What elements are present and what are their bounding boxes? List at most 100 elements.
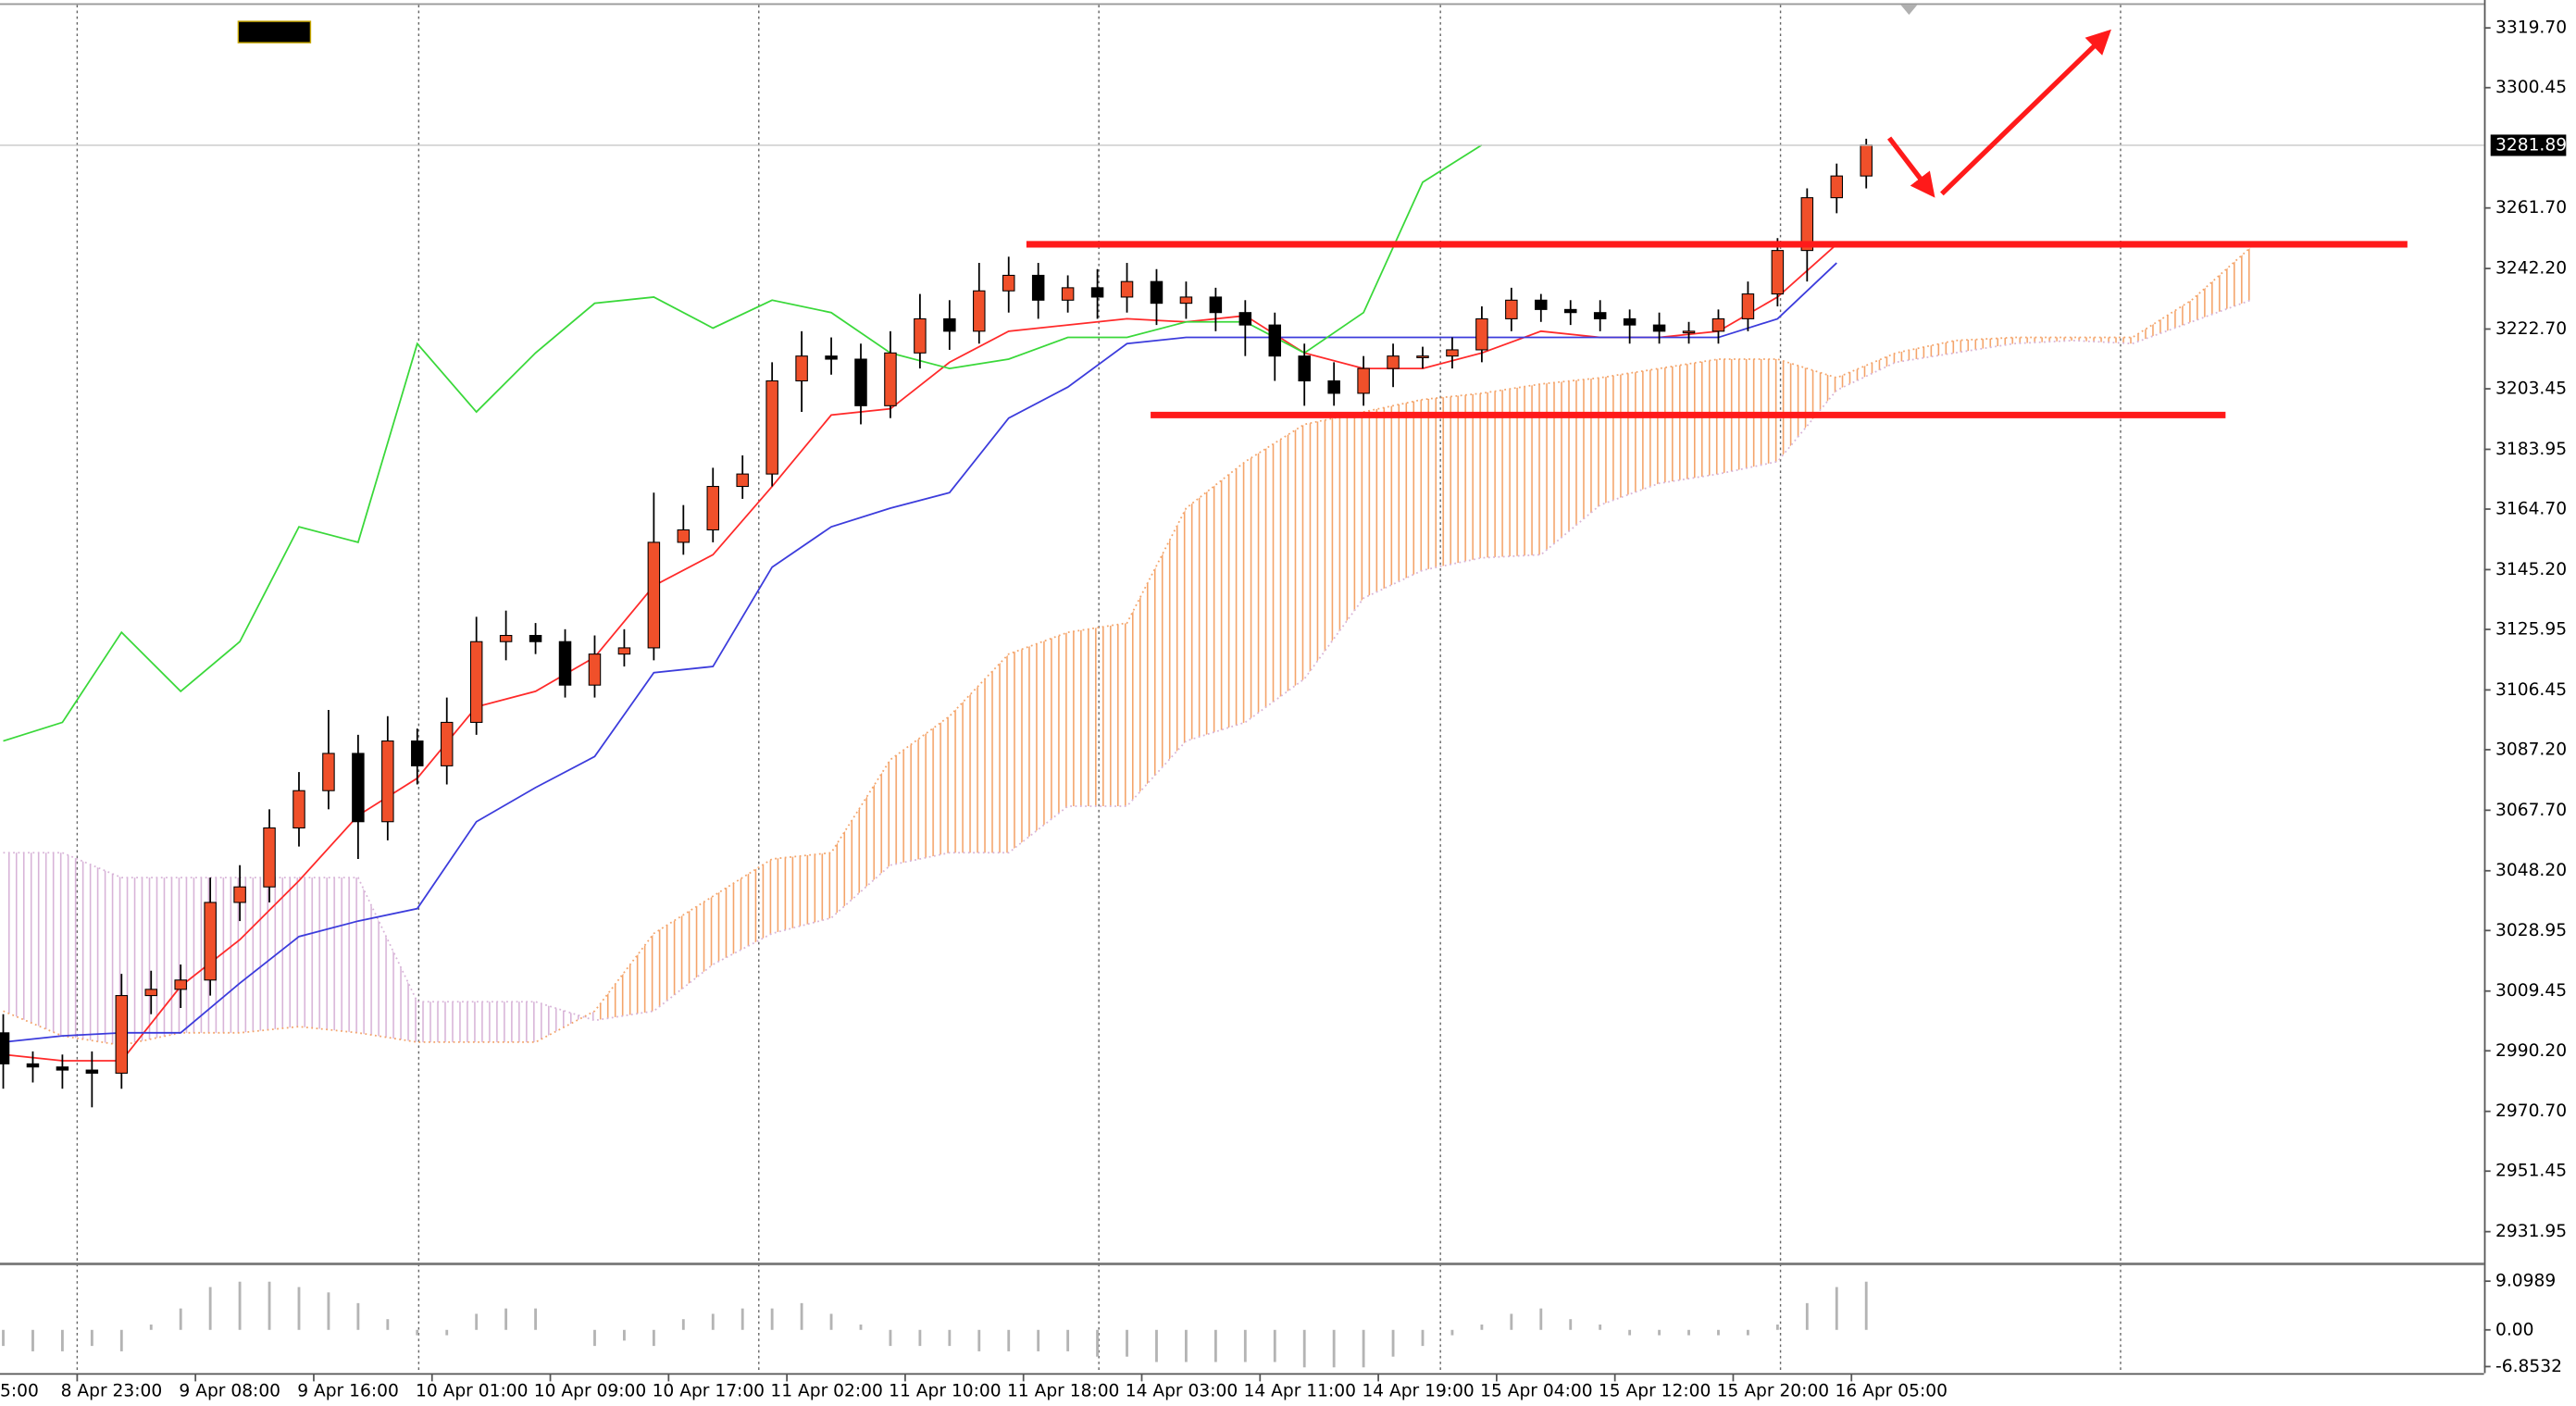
y-tick-label: 3087.20 bbox=[2495, 740, 2567, 759]
indicator-badge bbox=[237, 20, 312, 44]
cloud-segment bbox=[831, 759, 890, 918]
cloud-segment bbox=[1304, 412, 1364, 679]
candle-body bbox=[1090, 287, 1104, 298]
cloud-segment bbox=[1659, 359, 1719, 484]
x-tick-label: 15 Apr 12:00 bbox=[1599, 1382, 1711, 1401]
cloud-segment bbox=[240, 877, 299, 1033]
candle-body bbox=[914, 317, 927, 354]
y-tick-label: 3067.70 bbox=[2495, 801, 2567, 820]
candle-body bbox=[884, 352, 897, 406]
candle-body bbox=[647, 541, 661, 649]
cloud-segment bbox=[2191, 247, 2251, 322]
x-tick-label: 14 Apr 03:00 bbox=[1126, 1382, 1238, 1401]
cloud-segment bbox=[417, 1002, 477, 1042]
indicator-line bbox=[3, 143, 1483, 742]
x-tick-label: 15 Apr 04:00 bbox=[1480, 1382, 1592, 1401]
y-tick-label: 3106.45 bbox=[2495, 680, 2567, 700]
x-tick-label: 16 Apr 05:00 bbox=[1835, 1382, 1947, 1401]
candle-body bbox=[943, 317, 956, 332]
candle-body bbox=[1120, 280, 1134, 298]
candle-body bbox=[1475, 317, 1488, 351]
x-tick-label: 9 Apr 16:00 bbox=[297, 1382, 399, 1401]
y-tick-label: 2951.45 bbox=[2495, 1162, 2567, 1181]
cloud-segment bbox=[1363, 399, 1424, 599]
candle-body bbox=[1387, 355, 1400, 369]
candle-body bbox=[1209, 296, 1223, 314]
cloud-segment bbox=[298, 877, 358, 1033]
candle-body bbox=[558, 641, 572, 686]
indicator-lines-layer bbox=[2, 143, 1868, 1368]
candle-body bbox=[1505, 299, 1518, 319]
y-tick-label: 3009.45 bbox=[2495, 981, 2567, 1001]
candle-body bbox=[825, 355, 838, 360]
y-tick-label: 3183.95 bbox=[2495, 440, 2567, 459]
candles-layer bbox=[0, 138, 1873, 1108]
candle-body bbox=[529, 634, 542, 642]
candle-body bbox=[292, 790, 305, 828]
candle-body bbox=[1327, 379, 1340, 394]
y-tick-label: 3145.20 bbox=[2495, 560, 2567, 579]
shift-marker bbox=[1900, 5, 1918, 15]
cloud-segment bbox=[2072, 337, 2133, 344]
candle-body bbox=[1535, 299, 1548, 310]
candle-body bbox=[1800, 197, 1814, 252]
cloud-segment bbox=[949, 653, 1009, 853]
candle-body bbox=[854, 358, 867, 406]
y-tick-label: 3222.70 bbox=[2495, 319, 2567, 339]
x-tick-label: 15 Apr 20:00 bbox=[1717, 1382, 1829, 1401]
cloud-segment bbox=[121, 877, 181, 1046]
price-label: 3281.89 bbox=[2495, 135, 2567, 155]
candle-body bbox=[1593, 312, 1607, 319]
candle-body bbox=[1623, 317, 1636, 326]
cloud-segment bbox=[1126, 508, 1187, 806]
candle-body bbox=[411, 740, 424, 766]
candle-body bbox=[677, 529, 691, 543]
cloud-segment bbox=[2013, 337, 2073, 344]
candle-body bbox=[1238, 312, 1252, 326]
x-tick-label: 10 Apr 17:00 bbox=[653, 1382, 765, 1401]
cloud-segment bbox=[2132, 300, 2192, 344]
candle-body bbox=[1446, 349, 1459, 357]
candle-body bbox=[322, 753, 335, 791]
candle-body bbox=[1179, 296, 1193, 305]
candle-body bbox=[233, 886, 246, 903]
cloud-segment bbox=[1777, 359, 1837, 462]
candle-body bbox=[973, 290, 986, 332]
candle-body bbox=[115, 995, 129, 1074]
candle-body bbox=[1298, 355, 1311, 382]
cloud-edge bbox=[3, 246, 2252, 1047]
y2-tick-label: 0.00 bbox=[2495, 1320, 2533, 1339]
price-label-box bbox=[2490, 134, 2567, 156]
cloud-segment bbox=[653, 896, 714, 1012]
cloud-segment bbox=[476, 1002, 536, 1042]
annotation-arrow bbox=[1940, 29, 2111, 196]
candle-body bbox=[765, 379, 778, 475]
x-tick-label: 5:00 bbox=[0, 1382, 39, 1401]
candle-body bbox=[736, 473, 749, 488]
candle-body bbox=[1682, 330, 1696, 334]
cloud-segment bbox=[3, 852, 63, 1037]
candle-body bbox=[499, 634, 513, 642]
candle-body bbox=[1268, 324, 1282, 357]
cloud-segment bbox=[1540, 378, 1600, 555]
cloud-segment bbox=[1481, 383, 1541, 558]
y-tick-label: 3164.70 bbox=[2495, 500, 2567, 519]
y2-tick-label: 9.0989 bbox=[2495, 1272, 2556, 1291]
candle-body bbox=[440, 721, 454, 766]
candle-body bbox=[352, 753, 365, 823]
candle-body bbox=[85, 1069, 99, 1074]
y-tick-label: 3048.20 bbox=[2495, 861, 2567, 880]
cloud-segment bbox=[1836, 353, 1897, 391]
y-tick-label: 2931.95 bbox=[2495, 1222, 2567, 1241]
cloud-layer bbox=[3, 246, 2252, 1047]
y-tick-label: 3203.45 bbox=[2495, 379, 2567, 399]
y-tick-label: 3242.20 bbox=[2495, 259, 2567, 279]
candle-body bbox=[1711, 317, 1725, 332]
cloud-segment bbox=[1599, 368, 1660, 505]
x-tick-label: 11 Apr 18:00 bbox=[1007, 1382, 1119, 1401]
cloud-segment bbox=[1186, 461, 1246, 741]
